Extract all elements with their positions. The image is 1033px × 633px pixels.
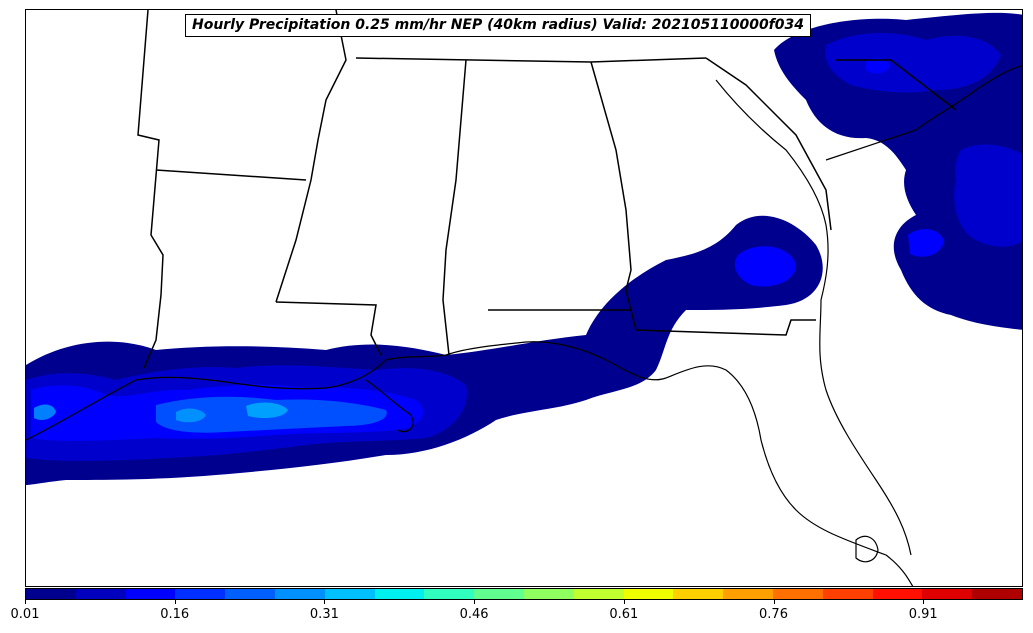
precip-blob-offshore — [908, 229, 944, 257]
precip-area-carolinas-mid — [825, 33, 1001, 93]
colorbar-swatch — [125, 589, 176, 599]
colorbar-tick-label: 0.31 — [309, 607, 339, 622]
colorbar-swatch — [26, 589, 76, 599]
border-texas-louisiana — [137, 10, 164, 369]
border-alabama-georgia — [590, 61, 632, 311]
precip-peak-1 — [246, 402, 288, 418]
coastline — [26, 65, 1022, 586]
colorbar-tick-mark — [923, 600, 925, 604]
colorbar-swatch — [573, 589, 624, 599]
precipitation-field — [26, 12, 1022, 485]
precip-peak-3 — [34, 404, 56, 420]
colorbar-swatch — [872, 589, 923, 599]
colorbar-tick-label: 0.01 — [10, 607, 40, 622]
border-florida-panhandle — [488, 309, 816, 336]
colorbar-swatch — [922, 589, 973, 599]
precip-area-carolinas — [774, 12, 1022, 330]
colorbar-swatch — [623, 589, 674, 599]
border-georgia-sc — [705, 57, 832, 231]
colorbar-swatch — [424, 589, 475, 599]
precip-area-coast-mid — [954, 144, 1022, 247]
colorbar-tick-mark — [174, 600, 176, 604]
map-title: Hourly Precipitation 0.25 mm/hr NEP (40k… — [185, 14, 812, 37]
border-mississippi-river — [275, 10, 347, 303]
colorbar-tick-label: 0.16 — [160, 607, 190, 622]
colorbar-ticks: 0.01 0.16 0.31 0.46 0.61 0.76 0.91 — [11, 600, 1023, 630]
colorbar-swatch — [822, 589, 873, 599]
colorbar-swatch — [523, 589, 574, 599]
colorbar-tick-mark — [623, 600, 625, 604]
coastline-atlantic — [715, 79, 912, 556]
colorbar-swatch — [374, 589, 425, 599]
colorbar-tick-mark — [474, 600, 476, 604]
colorbar-swatch — [673, 589, 724, 599]
colorbar-swatch — [723, 589, 773, 599]
colorbar-tick-mark — [25, 600, 26, 604]
border-nc-sc — [836, 59, 957, 111]
colorbar-swatch — [474, 589, 524, 599]
colorbar-swatch — [75, 589, 126, 599]
lake-okeechobee — [855, 535, 879, 563]
coastline-gulf — [26, 341, 914, 586]
map-svg — [26, 10, 1022, 586]
precip-blob-nc — [866, 58, 890, 74]
colorbar-swatch — [772, 589, 823, 599]
colorbar-swatch — [324, 589, 375, 599]
colorbar-tick-label: 0.61 — [609, 607, 639, 622]
precip-peak-2 — [176, 408, 206, 423]
precip-blob-georgia — [734, 246, 796, 287]
map-panel — [25, 9, 1023, 587]
colorbar-tick-label: 0.46 — [459, 607, 489, 622]
coastline-carolinas — [825, 65, 1022, 161]
border-arkansas-louisiana — [155, 169, 307, 181]
border-tennessee — [355, 57, 707, 63]
colorbar-swatch — [274, 589, 325, 599]
colorbar-tick-mark — [773, 600, 775, 604]
colorbar-swatch — [175, 589, 226, 599]
border-mississippi-alabama — [442, 59, 467, 356]
boundary-lines — [137, 10, 957, 369]
colorbar-tick-label: 0.76 — [759, 607, 788, 622]
colorbar-swatch — [972, 589, 1022, 599]
colorbar-swatch — [225, 589, 275, 599]
border-louisiana-mississippi — [275, 301, 382, 356]
colorbar-tick-mark — [324, 600, 326, 604]
coastline-mississippi-delta — [365, 379, 414, 433]
colorbar-tick-label: 0.91 — [908, 607, 938, 622]
colorbar — [25, 588, 1023, 600]
